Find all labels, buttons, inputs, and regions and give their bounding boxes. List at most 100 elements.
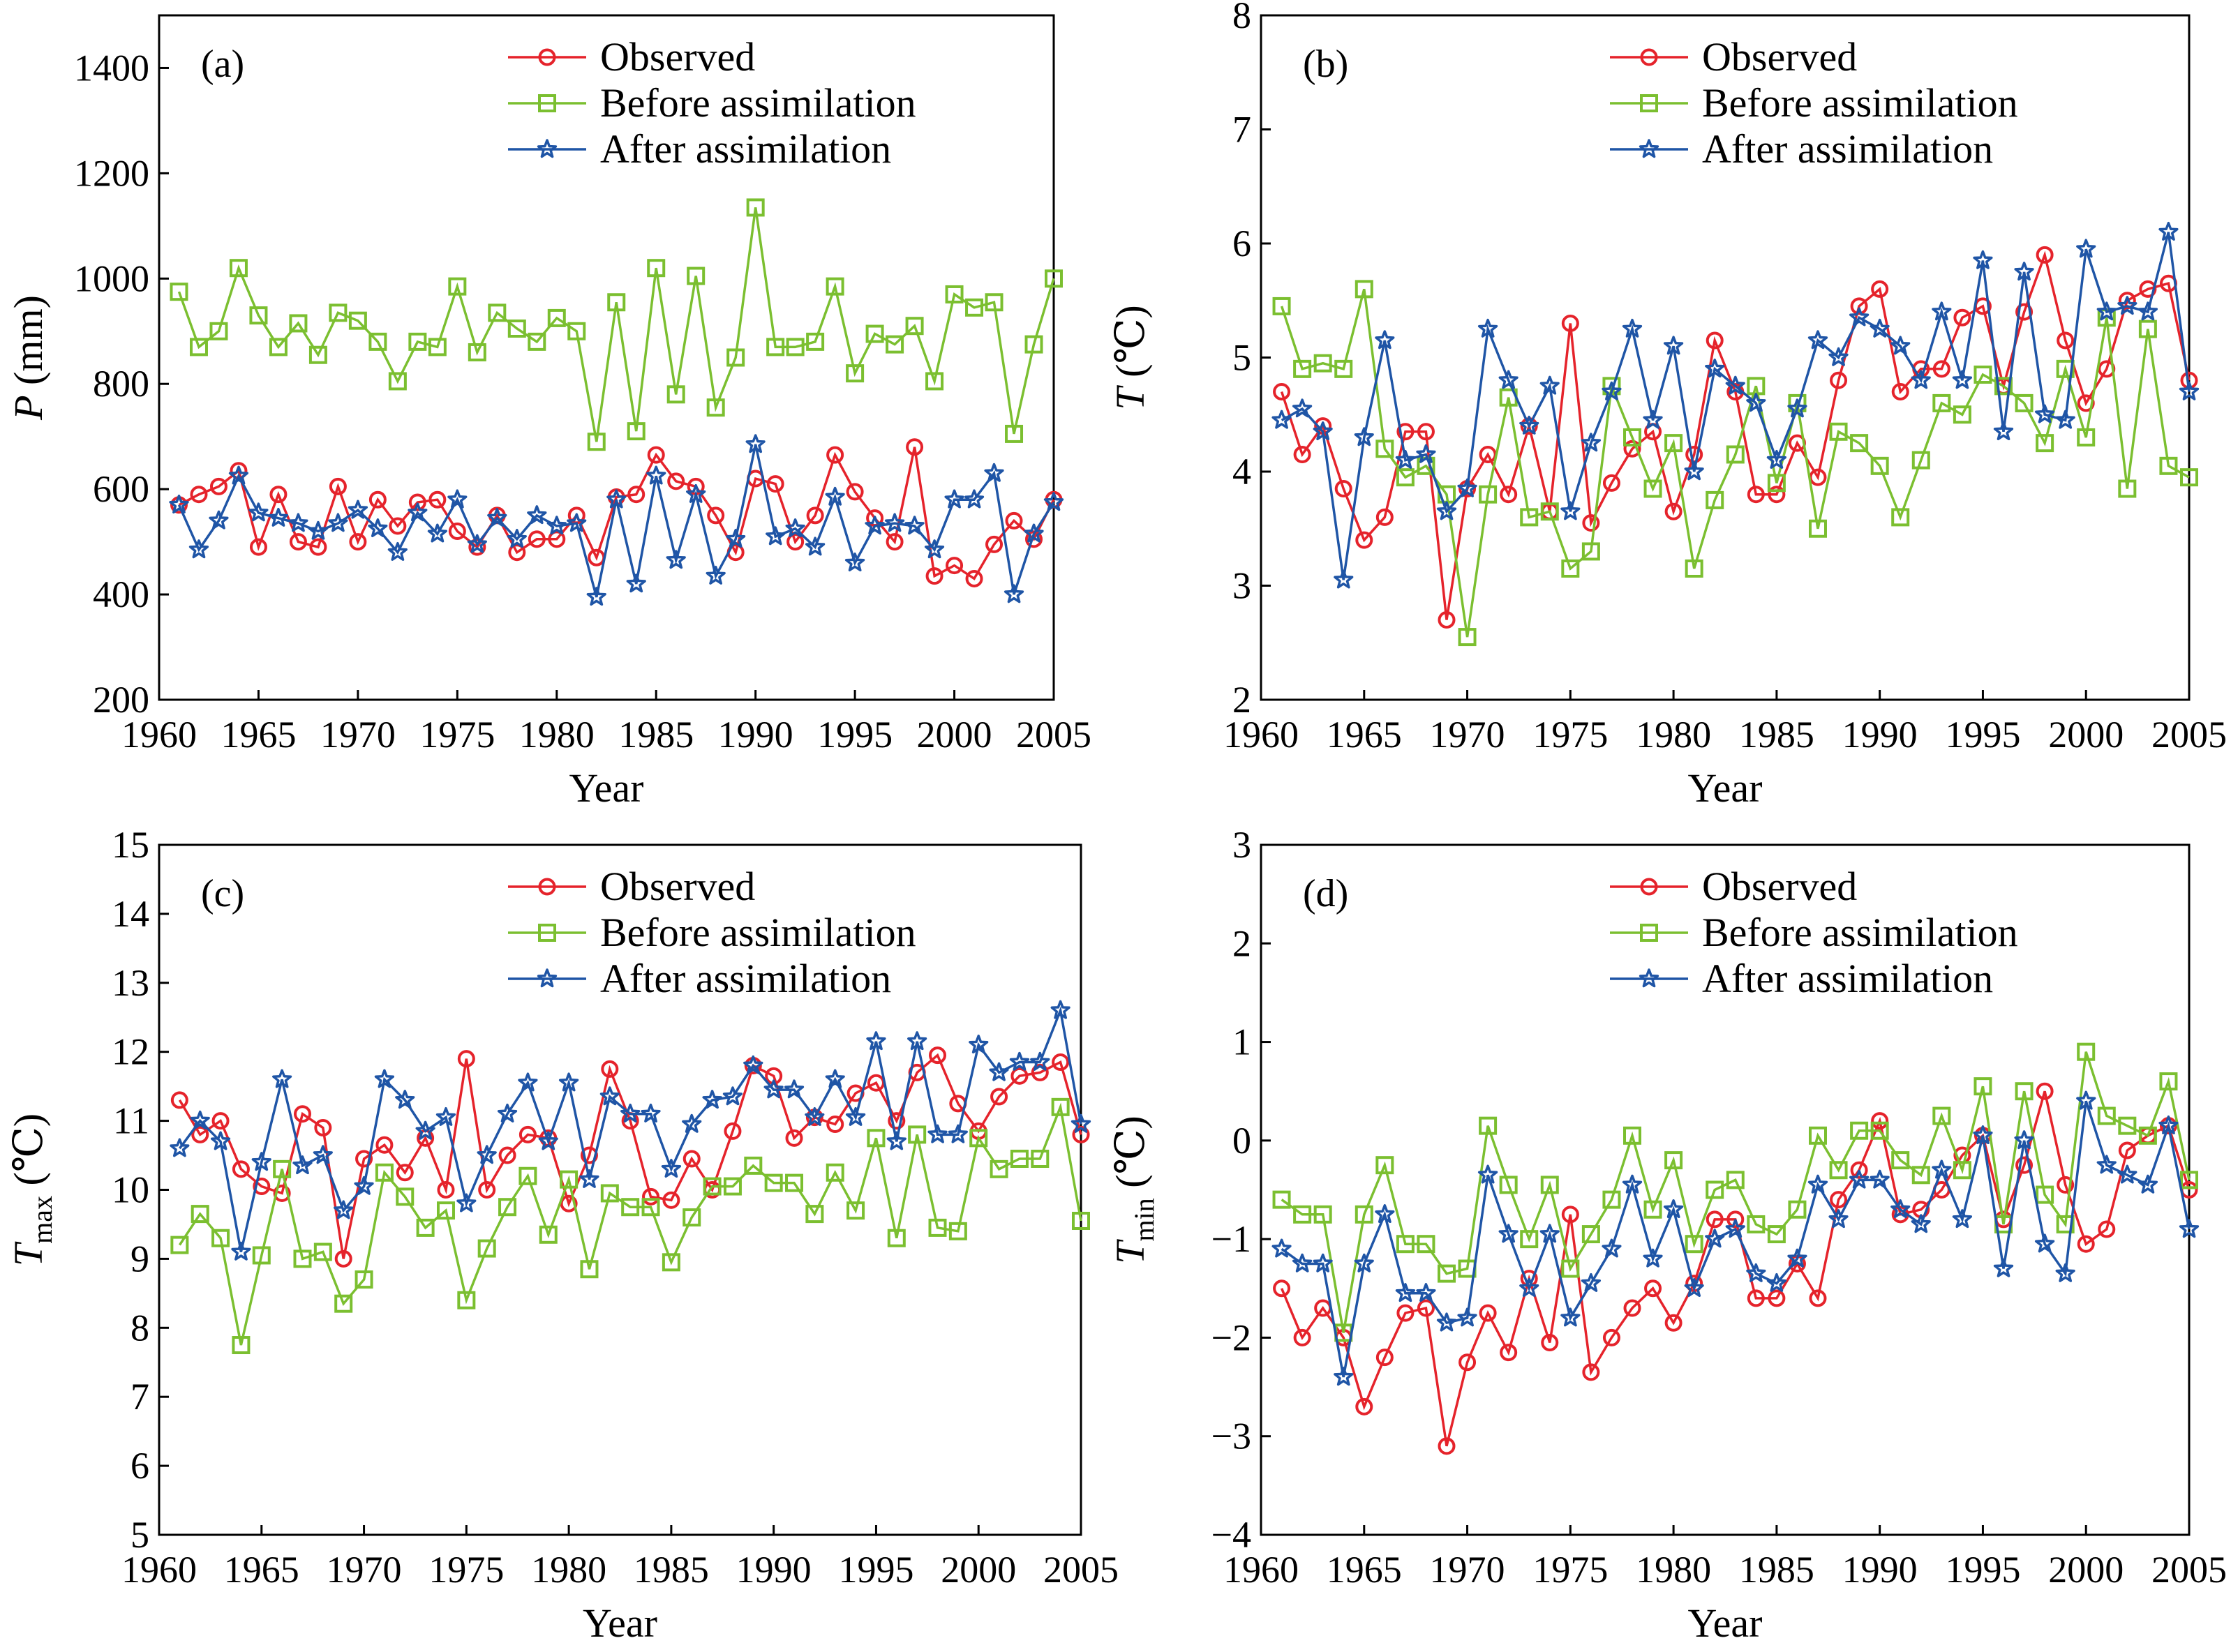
data-point xyxy=(313,1242,332,1261)
x-tick-label: 1980 xyxy=(1636,1549,1711,1591)
data-point xyxy=(786,533,805,551)
data-point xyxy=(1396,1235,1415,1254)
data-point xyxy=(1438,1437,1456,1455)
y-tick-label: 1000 xyxy=(74,257,149,299)
data-point xyxy=(1375,440,1394,458)
data-point xyxy=(1540,1176,1559,1194)
legend-label: Observed xyxy=(1702,864,1857,909)
data-point xyxy=(1355,531,1373,549)
data-point xyxy=(586,587,606,606)
data-point xyxy=(1436,501,1457,520)
data-point xyxy=(2096,1155,2117,1174)
data-point xyxy=(1663,336,1684,355)
data-point xyxy=(904,516,925,535)
y-tick-label: 4 xyxy=(1232,451,1251,493)
data-point xyxy=(2137,301,2158,321)
data-point xyxy=(2036,246,2054,264)
data-point xyxy=(2076,239,2096,258)
x-tick-label: 1985 xyxy=(1739,1549,1814,1591)
data-point xyxy=(1272,1190,1291,1209)
data-point xyxy=(2118,479,2137,498)
data-point xyxy=(1870,318,1890,338)
y-tick-label: 13 xyxy=(112,962,149,1004)
data-point xyxy=(1030,1051,1050,1071)
data-point xyxy=(666,550,686,569)
y-tick-label: 11 xyxy=(113,1100,149,1142)
data-point xyxy=(985,535,1003,553)
data-point xyxy=(1932,360,1950,378)
data-point xyxy=(232,1160,250,1178)
data-point xyxy=(1622,318,1643,338)
data-point xyxy=(1010,1149,1029,1168)
data-point xyxy=(308,520,329,540)
data-point xyxy=(1911,451,1930,470)
data-point xyxy=(170,1236,189,1254)
data-point xyxy=(1024,335,1043,354)
data-point xyxy=(308,345,327,364)
data-point xyxy=(1005,424,1024,443)
y-tick-label: 200 xyxy=(93,679,149,721)
x-tick-label: 1960 xyxy=(1223,1549,1299,1591)
data-point xyxy=(726,529,746,548)
data-point xyxy=(1807,330,1828,350)
data-point xyxy=(826,1163,844,1182)
data-point xyxy=(1643,1248,1663,1268)
x-tick-label: 2000 xyxy=(917,714,992,756)
data-point xyxy=(1787,1248,1807,1268)
data-point xyxy=(1500,486,1518,504)
x-tick-label: 1975 xyxy=(419,714,495,756)
legend-marker xyxy=(1640,878,1658,896)
data-point xyxy=(2057,331,2075,350)
legend-label: After assimilation xyxy=(600,956,891,1001)
data-point xyxy=(567,513,587,532)
data-point xyxy=(1994,377,2013,396)
data-point xyxy=(1052,1053,1070,1072)
data-point xyxy=(209,510,229,530)
panel-label: (a) xyxy=(201,43,244,86)
data-point xyxy=(1891,508,1910,527)
x-tick-label: 1965 xyxy=(224,1549,299,1591)
data-point xyxy=(1932,301,1952,321)
data-point xyxy=(1271,410,1292,429)
data-point xyxy=(1561,1206,1579,1224)
data-point xyxy=(627,486,646,504)
data-point xyxy=(2077,1235,2095,1253)
legend-label: After assimilation xyxy=(600,126,891,172)
data-point xyxy=(724,1122,742,1140)
y-tick-label: 9 xyxy=(130,1238,149,1279)
data-point xyxy=(191,1205,209,1224)
data-point xyxy=(1973,250,1993,269)
data-point xyxy=(1664,434,1683,453)
data-point xyxy=(2139,280,2157,298)
data-point xyxy=(368,332,387,351)
data-point xyxy=(408,502,428,522)
data-point xyxy=(1477,318,1498,338)
data-point xyxy=(2077,428,2096,446)
series-line-after-assimilation xyxy=(178,1006,1082,1252)
x-tick-label: 1975 xyxy=(1532,714,1608,756)
data-point xyxy=(1396,423,1415,441)
data-point xyxy=(1870,456,1889,475)
data-point xyxy=(929,1046,947,1065)
legend-label: Before assimilation xyxy=(600,910,916,955)
data-point xyxy=(606,489,627,509)
data-point xyxy=(989,1062,1009,1081)
x-tick-label: 1975 xyxy=(1532,1549,1608,1591)
data-point xyxy=(1993,421,2014,441)
data-point xyxy=(1809,1289,1827,1307)
data-point xyxy=(1664,1151,1683,1170)
data-point xyxy=(2036,434,2054,453)
data-point xyxy=(948,1222,967,1240)
x-tick-label: 1970 xyxy=(320,714,396,756)
data-point xyxy=(928,1218,947,1237)
data-point xyxy=(355,1270,373,1289)
data-point xyxy=(273,1184,291,1202)
data-point xyxy=(1602,381,1622,400)
data-point xyxy=(925,372,944,391)
data-point xyxy=(621,1198,640,1217)
x-tick-label: 1965 xyxy=(1327,1549,1402,1591)
data-point xyxy=(1953,1161,1971,1180)
data-point xyxy=(427,523,447,543)
data-point xyxy=(1643,479,1662,498)
